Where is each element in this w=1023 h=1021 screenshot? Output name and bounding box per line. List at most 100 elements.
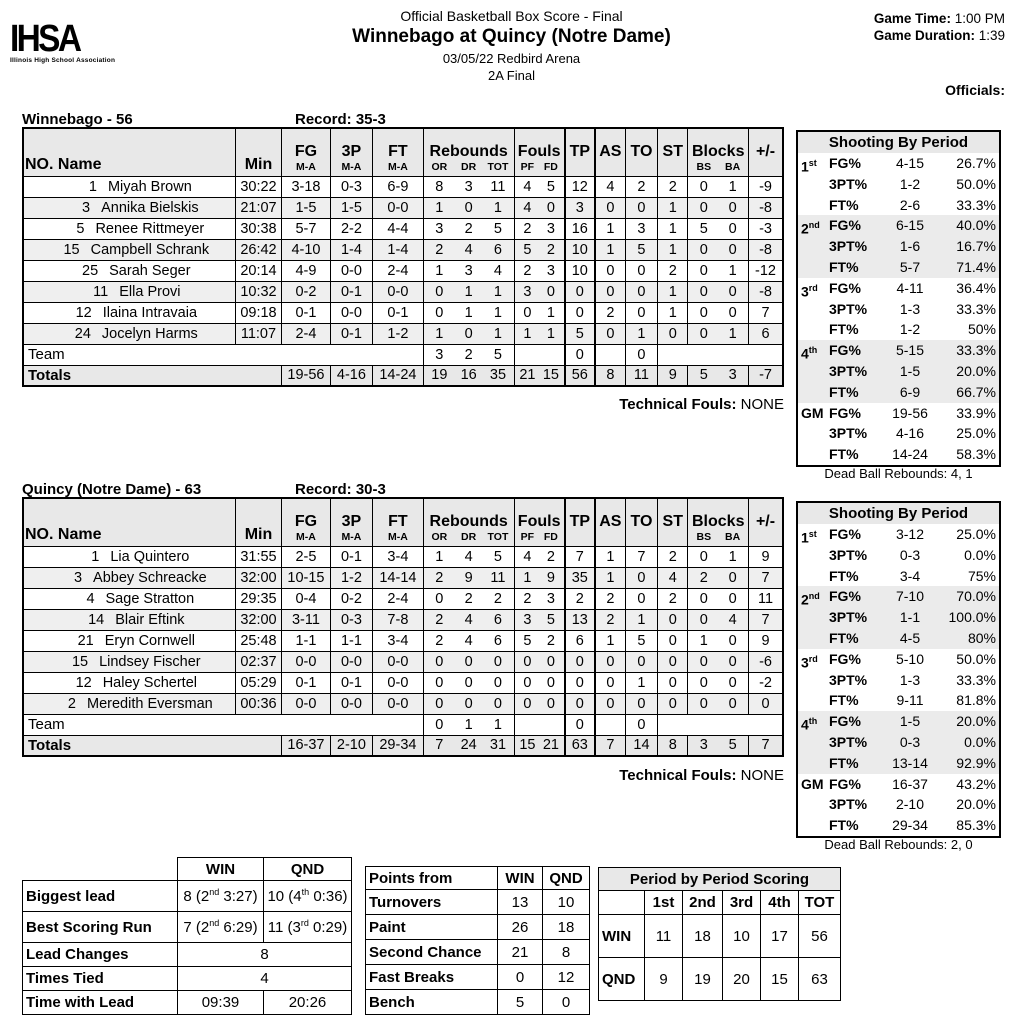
3p-ma: 1-4 (329, 238, 374, 261)
as: 1 (594, 629, 626, 652)
percentage: 43.2% (956, 775, 996, 792)
shooting-by-period-quincy: Shooting By Period 1st FG% 3-12 25.0% 3P… (796, 501, 1001, 838)
col-no-name: NO. Name (22, 127, 236, 177)
stat-label: FT% (829, 383, 859, 400)
shooting-title: Shooting By Period (798, 503, 999, 524)
period-label (801, 195, 829, 216)
percentage: 92.9% (956, 754, 996, 771)
col-3p: 3P M-A (329, 127, 374, 177)
min: 32:00 (234, 608, 283, 631)
player-stats-table: NO. Name Min FG M-A 3P M-A FT M-A Rebounds O… (22, 497, 784, 757)
col-no-name: NO. Name (22, 497, 236, 547)
made-attempted: 5-7 (899, 258, 921, 275)
win-value: 09:39 (177, 990, 264, 1015)
min: 00:36 (234, 692, 283, 715)
made-attempted: 6-15 (895, 217, 925, 234)
plusminus: 11 (748, 587, 784, 610)
ihsa-logo-text: IHSA (10, 18, 82, 60)
period-label (801, 319, 829, 340)
player-stats-table: NO. Name Min FG M-A 3P M-A FT M-A Rebounds O… (22, 127, 784, 387)
shooting-row: FT% 2-6 33.3% (798, 195, 999, 216)
percentage: 58.3% (956, 446, 996, 463)
as: 2 (594, 587, 626, 610)
col-as: AS (594, 127, 626, 177)
period-label (801, 566, 829, 587)
stat-label: FG% (829, 713, 861, 730)
as: 1 (594, 238, 626, 261)
to: 0 (624, 692, 659, 715)
points-row: Fast Breaks 0 12 (365, 964, 590, 990)
qnd-value: 11 (3rd 0:29) (263, 911, 352, 943)
to: 0 (624, 196, 659, 219)
period-label (801, 794, 829, 815)
technical-fouls-winnebago: Technical Fouls: NONE (619, 396, 784, 413)
shooting-row: 4th FG% 5-15 33.3% (798, 340, 999, 362)
shooting-row: 3PT% 4-16 25.0% (798, 423, 999, 444)
made-attempted: 5-15 (895, 342, 925, 359)
percentage: 20.0% (956, 362, 996, 379)
stat-label: FG% (829, 650, 861, 667)
player-no-name: 15 Lindsey Fischer (22, 650, 236, 673)
period-label (801, 361, 829, 382)
team-label: WIN (598, 914, 645, 958)
plusminus: -3 (748, 217, 784, 240)
totals-row: Totals 16-37 2-10 29-34 7 24 31 15 21 63 7 … (22, 734, 784, 757)
row-label: Bench (365, 989, 498, 1015)
ft-ma: 1-4 (372, 238, 424, 261)
stat-label: FG% (829, 217, 861, 234)
player-no-name: 3 Abbey Schreacke (22, 566, 236, 589)
player-no-name: 5 Renee Rittmeyer (22, 217, 236, 240)
st: 1 (657, 238, 689, 261)
min: 26:42 (234, 238, 283, 261)
made-attempted: 2-10 (895, 796, 925, 813)
row-label: Best Scoring Run (22, 911, 178, 943)
percentage: 50% (967, 321, 996, 338)
made-attempted: 3-4 (899, 567, 921, 584)
period-score-row: WIN 11 18 10 17 56 (598, 914, 841, 958)
plusminus: -6 (748, 650, 784, 673)
percentage: 36.4% (956, 279, 996, 296)
game-time: Game Time: 1:00 PM (873, 11, 1005, 26)
3p-ma: 0-1 (329, 671, 374, 694)
3p-ma: 0-1 (329, 322, 374, 345)
col-1st: 1st (644, 890, 683, 915)
stat-label: FT% (829, 754, 859, 771)
fg-ma: 10-15 (281, 566, 331, 589)
percentage: 100.0% (948, 609, 996, 626)
totals-label: Totals (22, 364, 283, 387)
col-to: TO (624, 497, 659, 547)
plusminus: -8 (748, 238, 784, 261)
stat-label: FG% (829, 526, 861, 542)
ft-ma: 14-24 (372, 364, 424, 387)
as: 1 (594, 566, 626, 589)
st: 2 (657, 175, 689, 198)
shooting-row: FT% 29-34 85.3% (798, 815, 999, 836)
min: 10:32 (234, 280, 283, 303)
comparison-row: Best Scoring Run 7 (2nd 6:29) 11 (3rd 0:29… (22, 911, 352, 943)
comparison-header-row: WIN QND (23, 857, 352, 881)
tp: 0 (563, 713, 596, 736)
3p-ma: 0-1 (329, 280, 374, 303)
tp: 0 (563, 671, 596, 694)
stat-label: 3PT% (829, 300, 868, 317)
team-record: Record: 35-3 (295, 111, 386, 128)
percentage: 33.3% (956, 196, 996, 213)
made-attempted: 0-3 (899, 733, 921, 750)
player-no-name: 21 Eryn Cornwell (22, 629, 236, 652)
tp: 63 (563, 734, 596, 757)
percentage: 33.9% (956, 404, 996, 421)
points-row: Paint 26 18 (365, 914, 590, 940)
officials-label: Officials: (945, 82, 1005, 98)
